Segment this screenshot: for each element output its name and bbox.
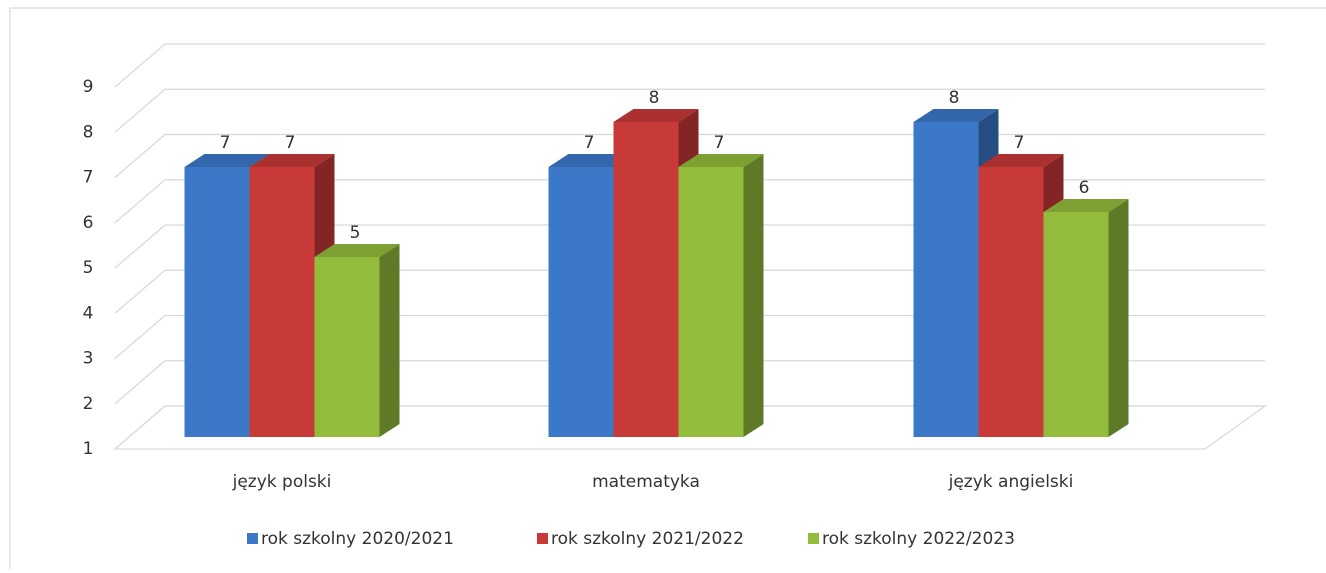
bar-top <box>314 244 400 257</box>
bar-top <box>913 109 999 122</box>
grid-line-side <box>114 405 166 450</box>
bar-top <box>613 109 699 122</box>
grid-line-side <box>114 179 166 224</box>
bar <box>613 122 679 437</box>
data-label: 5 <box>350 223 361 243</box>
bar-side-shade <box>1108 199 1129 437</box>
data-label: 6 <box>1079 178 1090 198</box>
x-tick-label: język angielski <box>948 472 1074 492</box>
y-tick-label: 4 <box>83 303 94 323</box>
bar-top-shade <box>184 154 270 167</box>
grid-line-side <box>114 134 166 178</box>
x-tick-label: język polski <box>232 472 332 492</box>
y-tick-label: 3 <box>83 349 94 369</box>
legend-label: rok szkolny 2020/2021 <box>261 529 454 549</box>
y-tick-label: 5 <box>83 258 94 278</box>
bar-top-shade <box>548 154 634 167</box>
data-label: 7 <box>584 133 595 153</box>
bar <box>314 257 380 437</box>
y-tick-label: 8 <box>83 122 94 142</box>
bar-top-shade <box>613 109 699 122</box>
data-label: 8 <box>649 88 660 108</box>
grid-line-side <box>114 43 166 88</box>
bar-top <box>184 154 270 167</box>
data-label: 7 <box>285 133 296 153</box>
grid-line-side <box>114 224 166 269</box>
bar <box>678 167 744 437</box>
bar-top <box>249 154 335 167</box>
y-tick-label: 9 <box>83 77 94 97</box>
data-label: 7 <box>714 133 725 153</box>
bar <box>249 167 315 437</box>
legend-label: rok szkolny 2022/2023 <box>822 529 1015 549</box>
y-tick-label: 2 <box>83 394 94 414</box>
y-tick-label: 7 <box>83 168 94 188</box>
bar-top <box>978 154 1064 167</box>
y-tick-label: 6 <box>83 213 94 233</box>
bar-top-shade <box>314 244 400 257</box>
grid-line-side <box>114 88 166 133</box>
bar-side <box>379 244 400 437</box>
grid-line-side <box>114 269 166 314</box>
bar <box>978 167 1044 437</box>
bar-top-shade <box>249 154 335 167</box>
bar-side <box>1108 199 1129 437</box>
data-label: 7 <box>220 133 231 153</box>
data-label: 7 <box>1014 133 1025 153</box>
bar-top <box>678 154 764 167</box>
bar-top-shade <box>913 109 999 122</box>
bar-top-shade <box>678 154 764 167</box>
y-tick-label: 1 <box>83 439 94 459</box>
data-label: 8 <box>949 88 960 108</box>
legend-label: rok szkolny 2021/2022 <box>551 529 744 549</box>
x-tick-label: matematyka <box>592 472 700 492</box>
bar-side-shade <box>743 154 764 437</box>
bar-side-shade <box>379 244 400 437</box>
bar <box>548 167 614 437</box>
bar-top <box>1043 199 1129 212</box>
bar-side <box>743 154 764 437</box>
legend-swatch <box>537 533 548 544</box>
bar <box>913 122 979 437</box>
chart-border <box>9 7 1326 573</box>
bar <box>1043 212 1109 437</box>
bar-top <box>548 154 634 167</box>
bar-top-shade <box>1043 199 1129 212</box>
grid-line-side <box>114 360 166 405</box>
legend-swatch <box>808 533 819 544</box>
bar <box>184 167 250 437</box>
bar-top-shade <box>978 154 1064 167</box>
grid-line-side <box>114 315 166 359</box>
legend-swatch <box>247 533 258 544</box>
